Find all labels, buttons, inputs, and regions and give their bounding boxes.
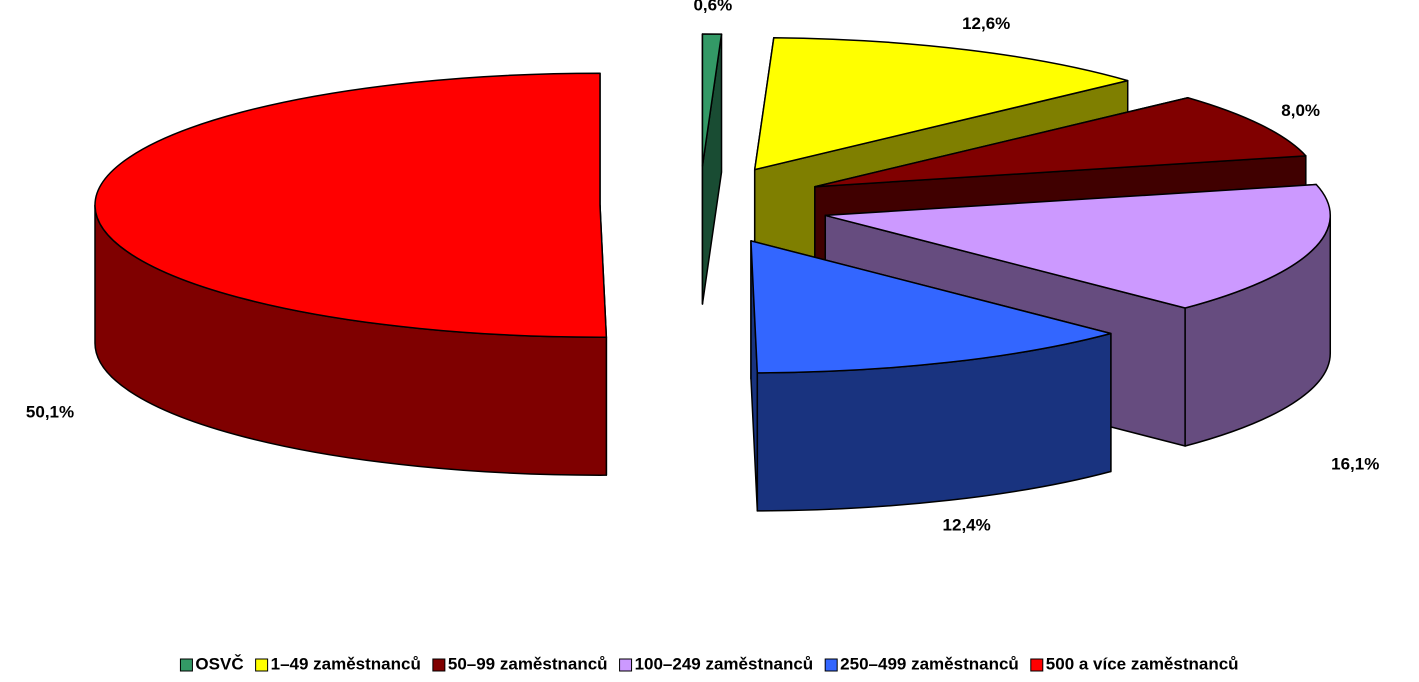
legend-swatch (179, 658, 193, 672)
legend-swatch (255, 658, 269, 672)
legend-swatch (1030, 658, 1044, 672)
legend-swatch (824, 658, 838, 672)
legend-label: 1–49 zaměstnanců (271, 654, 421, 673)
legend-label: 500 a více zaměstnanců (1046, 654, 1239, 673)
slice-top (750, 240, 1112, 374)
data-label: 50,1% (26, 403, 74, 422)
data-label: 0,6% (693, 0, 732, 15)
legend-label: OSVČ (195, 654, 243, 673)
data-label: 16,1% (1331, 455, 1379, 474)
data-label: 12,4% (943, 516, 991, 535)
slice-top (753, 36, 1129, 171)
data-label: 12,6% (962, 14, 1010, 33)
legend: OSVČ 1–49 zaměstnanců 50–99 zaměstnanců 100… (179, 654, 1239, 673)
slice-top (94, 72, 608, 338)
slice (701, 33, 723, 305)
slice (94, 72, 608, 476)
legend-label: 100–249 zaměstnanců (635, 654, 814, 673)
slice (750, 240, 1112, 512)
slice-top (701, 33, 723, 167)
legend-swatch (619, 658, 633, 672)
legend-label: 250–499 zaměstnanců (840, 654, 1019, 673)
legend-label: 50–99 zaměstnanců (448, 654, 608, 673)
data-label: 8,0% (1281, 101, 1320, 120)
legend-swatch (432, 658, 446, 672)
slice-top (814, 96, 1307, 188)
slice-top (824, 183, 1331, 309)
